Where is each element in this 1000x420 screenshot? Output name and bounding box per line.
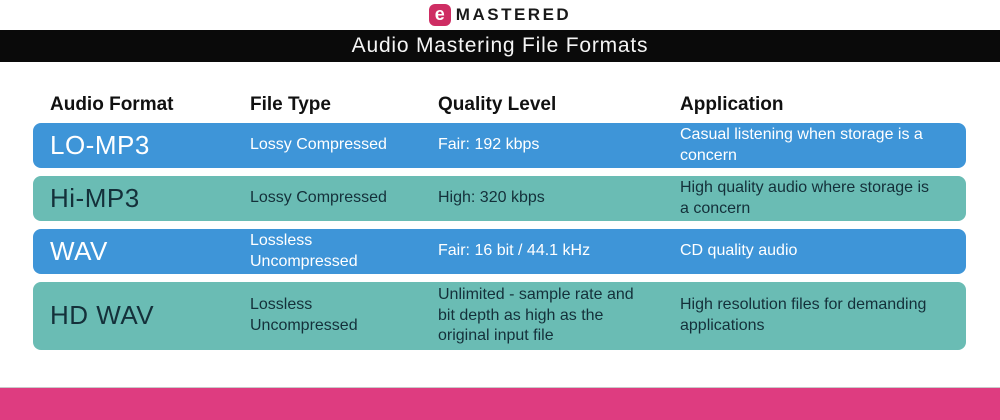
file-type-cell: Lossy Compressed [250, 136, 387, 154]
column-header-audio-format: Audio Format [50, 94, 174, 115]
application-cell: High resolution files for demanding appl… [680, 296, 927, 334]
quality-cell: Fair: 192 kbps [438, 136, 540, 154]
table-row: Hi-MP3 Lossy Compressed High: 320 kbps H… [33, 176, 966, 221]
file-type-cell: Lossy Compressed [250, 189, 387, 207]
table-row: WAV Lossless Uncompressed Fair: 16 bit /… [33, 229, 966, 274]
quality-cell: High: 320 kbps [438, 189, 545, 207]
format-cell: Hi-MP3 [50, 182, 140, 213]
column-header-quality-level: Quality Level [438, 94, 557, 115]
table-row: HD WAV Lossless Uncompressed Unlimited -… [33, 282, 966, 350]
file-type-cell: Lossless Uncompressed [250, 296, 358, 334]
application-cell: High quality audio where storage is a co… [680, 178, 930, 217]
brand-logo-text: MASTERED [455, 5, 572, 24]
page-title: Audio Mastering File Formats [351, 34, 649, 57]
file-type-cell: Lossless Uncompressed [250, 231, 358, 270]
column-header-application: Application [680, 94, 784, 115]
format-cell: LO-MP3 [50, 129, 150, 160]
quality-cell: Unlimited - sample rate and bit depth as… [438, 285, 634, 345]
brand-logo: e MASTERED [0, 0, 1000, 30]
format-cell: WAV [50, 235, 108, 266]
column-header-file-type: File Type [250, 94, 331, 115]
application-cell: CD quality audio [680, 242, 798, 260]
table-header-row: Audio Format File Type Quality Level App… [33, 90, 966, 120]
table-row: LO-MP3 Lossy Compressed Fair: 192 kbps C… [33, 123, 966, 168]
table-body: LO-MP3 Lossy Compressed Fair: 192 kbps C… [33, 123, 966, 358]
emastered-logo-icon: e [428, 4, 451, 26]
format-cell: HD WAV [50, 300, 155, 331]
application-cell: Casual listening when storage is a conce… [680, 125, 923, 164]
quality-cell: Fair: 16 bit / 44.1 kHz [438, 242, 591, 260]
footer-accent-bar [0, 387, 1000, 420]
title-bar: Audio Mastering File Formats [0, 30, 1000, 62]
